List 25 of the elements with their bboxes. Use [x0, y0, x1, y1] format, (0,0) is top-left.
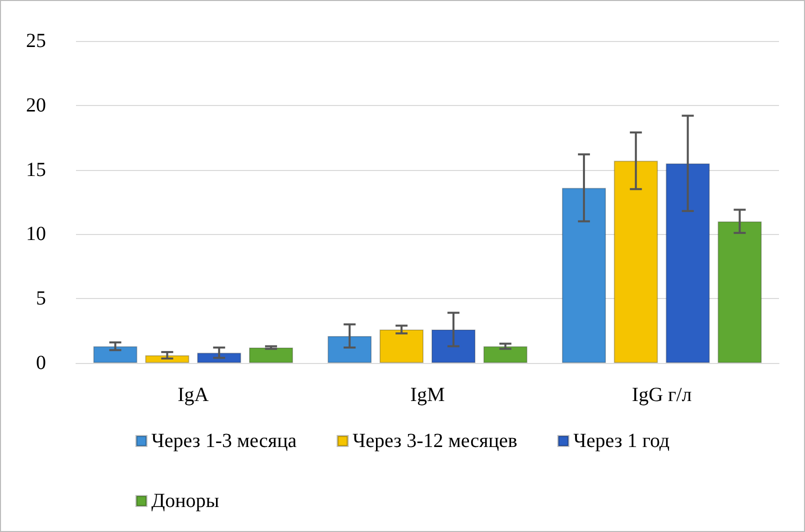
y-tick-label: 10 [26, 223, 46, 246]
bar [431, 330, 476, 363]
bar [380, 330, 424, 363]
bar [93, 346, 138, 363]
bar [562, 188, 606, 363]
y-tick-label: 0 [36, 352, 46, 374]
x-tick-label: IgM [410, 384, 445, 406]
y-tick-label: 15 [26, 158, 46, 181]
bar [197, 352, 242, 363]
legend-label: Через 3-12 месяцев [352, 430, 518, 452]
legend-label: Доноры [151, 490, 220, 512]
bar [249, 348, 294, 363]
y-tick-label: 5 [36, 288, 46, 310]
bar [328, 336, 372, 363]
y-tick-label: 25 [26, 30, 46, 52]
y-tick-label: 20 [26, 94, 46, 116]
x-tick-label: IgA [178, 384, 210, 406]
bar [145, 355, 190, 363]
legend-label: Через 1 год [573, 430, 670, 452]
legend-label: Через 1-3 месяца [151, 430, 297, 452]
bar [666, 163, 710, 363]
bar [483, 346, 528, 363]
bar [614, 160, 658, 363]
x-tick-label: IgG г/л [632, 384, 692, 406]
bar [718, 221, 762, 363]
